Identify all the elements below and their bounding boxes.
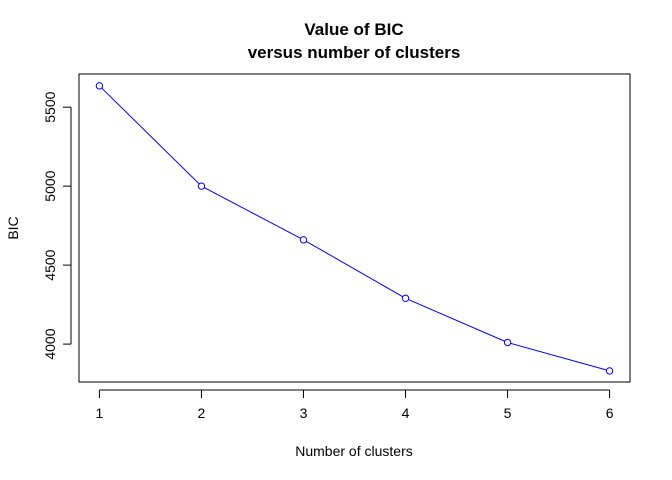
x-tick-label: 5 [504,405,512,421]
data-point [605,367,614,375]
series-line [99,85,610,372]
series-points [95,82,614,375]
data-point [401,294,410,302]
data-point [197,182,206,190]
x-axis-label: Number of clusters [295,443,412,459]
chart-subtitle: versus number of clusters [248,43,461,62]
data-point [95,82,104,90]
y-tick-label: 5500 [42,91,58,122]
plot-frame [78,73,631,383]
data-point [299,236,308,244]
x-tick-label: 4 [402,405,410,421]
y-tick-label: 4000 [42,328,58,359]
chart-title: Value of BIC [304,20,403,39]
y-tick-label: 5000 [42,170,58,201]
x-tick-label: 1 [96,405,104,421]
data-point [503,338,512,347]
x-axis: 1 2 3 4 5 6 [96,389,614,421]
x-tick-label: 3 [300,405,308,421]
y-axis-label: BIC [5,216,21,239]
x-tick-label: 2 [198,405,206,421]
y-tick-label: 4500 [42,249,58,280]
x-tick-label: 6 [606,405,614,421]
y-axis: 4000 4500 5000 5500 [42,91,72,360]
